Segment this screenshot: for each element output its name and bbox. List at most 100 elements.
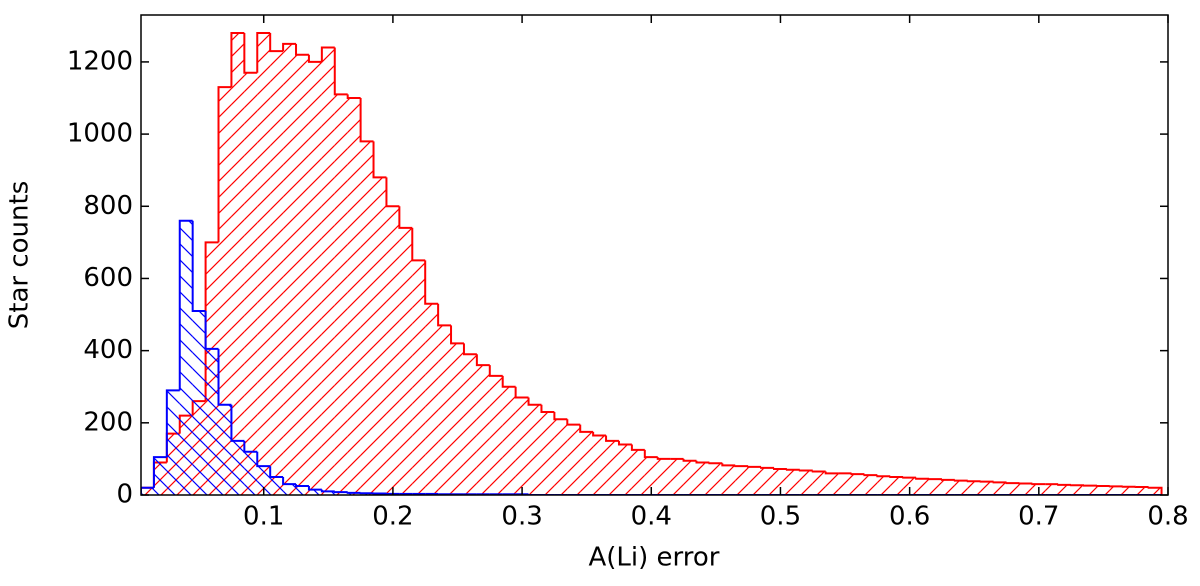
histogram-bar — [722, 465, 735, 495]
histogram-bar — [244, 452, 257, 495]
histogram-bar — [942, 480, 955, 495]
histogram-bar — [283, 484, 296, 495]
histogram-outline — [696, 461, 709, 463]
histogram-bar — [877, 476, 890, 495]
histogram-bar — [748, 467, 761, 495]
histogram-outline — [942, 479, 955, 480]
histogram-outline — [994, 482, 1007, 483]
histogram-outline — [632, 444, 645, 449]
histogram-bar — [696, 463, 709, 495]
histogram-bar — [516, 398, 529, 495]
histogram-outline — [813, 470, 826, 471]
x-tick-label: 0.1 — [243, 502, 284, 532]
histogram-bar — [735, 466, 748, 495]
histogram-outline — [645, 450, 658, 457]
histogram-bar — [348, 98, 361, 495]
histogram-outline — [335, 491, 348, 492]
histogram-outline — [890, 476, 903, 477]
histogram-bar — [632, 450, 645, 495]
histogram-bar — [1110, 486, 1123, 495]
histogram-bar — [206, 349, 219, 495]
histogram-outline — [593, 432, 606, 436]
histogram-bar — [955, 481, 968, 495]
histogram-bar — [270, 51, 283, 495]
y-tick-label: 600 — [83, 263, 133, 293]
histogram-outline — [567, 419, 580, 424]
histogram-outline — [709, 463, 722, 464]
histogram-outline — [438, 304, 451, 326]
histogram-outline — [386, 177, 399, 206]
histogram-outline — [852, 473, 865, 474]
histogram-outline — [826, 472, 839, 474]
y-tick-label: 1200 — [67, 46, 133, 76]
y-tick-label: 800 — [83, 191, 133, 221]
histogram-bar — [1123, 487, 1136, 495]
y-axis-label: Star counts — [5, 181, 35, 329]
y-tick-label: 0 — [116, 480, 133, 510]
histogram-bar — [1097, 486, 1110, 495]
histogram-bar — [219, 405, 232, 495]
plot-area — [141, 33, 1162, 495]
histogram-bar — [826, 473, 839, 495]
histogram-outline — [503, 376, 516, 387]
histogram-bar — [580, 432, 593, 495]
histogram-bar — [283, 44, 296, 495]
histogram-bar — [813, 472, 826, 495]
histogram-bar — [180, 221, 193, 495]
histogram-outline — [296, 44, 309, 55]
histogram-outline — [464, 343, 477, 354]
histogram-outline — [529, 398, 542, 405]
histogram-outline — [916, 478, 929, 479]
x-tick-label: 0.8 — [1147, 502, 1188, 532]
histogram-outline — [374, 141, 387, 177]
x-tick-label: 0.5 — [760, 502, 801, 532]
x-tick-label: 0.4 — [631, 502, 672, 532]
histogram-outline — [361, 98, 374, 141]
histogram-outline — [412, 228, 425, 260]
histogram-bar — [787, 470, 800, 495]
histogram-bar — [296, 55, 309, 495]
histogram-outline — [787, 469, 800, 470]
histogram-outline — [477, 354, 490, 365]
histogram-bar — [1007, 483, 1020, 495]
histogram-bar — [916, 479, 929, 495]
histogram-bar — [296, 486, 309, 495]
histogram-bar — [1019, 483, 1032, 495]
histogram-bar — [374, 177, 387, 495]
histogram-bar — [193, 311, 206, 495]
histogram-bar — [684, 461, 697, 495]
histogram-bar — [968, 481, 981, 495]
histogram-bar — [141, 488, 154, 495]
histogram-bar — [567, 425, 580, 495]
histogram-outline — [490, 365, 503, 376]
histogram-bar — [800, 470, 813, 495]
histogram-bar — [309, 62, 322, 495]
histogram-bar — [399, 228, 412, 495]
histogram-bar — [554, 419, 567, 495]
histogram-outline — [1058, 484, 1071, 485]
histogram-bar — [438, 325, 451, 495]
histogram-bar — [231, 33, 244, 495]
histogram-outline — [877, 475, 890, 476]
histogram-bar — [1045, 484, 1058, 495]
histogram-bar — [167, 390, 180, 495]
histogram-outline — [955, 480, 968, 481]
histogram-outline — [619, 441, 632, 445]
histogram-outline — [244, 33, 257, 73]
x-tick-label: 0.3 — [501, 502, 542, 532]
histogram-bar — [619, 444, 632, 495]
histogram-bar — [451, 343, 464, 495]
histogram-bar — [425, 304, 438, 495]
histogram-outline — [903, 477, 916, 478]
histogram-outline — [348, 492, 361, 493]
histogram-bar — [361, 141, 374, 495]
histogram-bar — [929, 479, 942, 495]
x-axis-label: A(Li) error — [589, 543, 720, 573]
histogram-bar — [154, 457, 167, 495]
histogram-outline — [722, 463, 735, 465]
histogram-outline — [335, 47, 348, 94]
histogram-outline — [516, 387, 529, 398]
y-tick-label: 200 — [83, 407, 133, 437]
histogram-bar — [477, 365, 490, 495]
histogram-outline — [761, 467, 774, 468]
